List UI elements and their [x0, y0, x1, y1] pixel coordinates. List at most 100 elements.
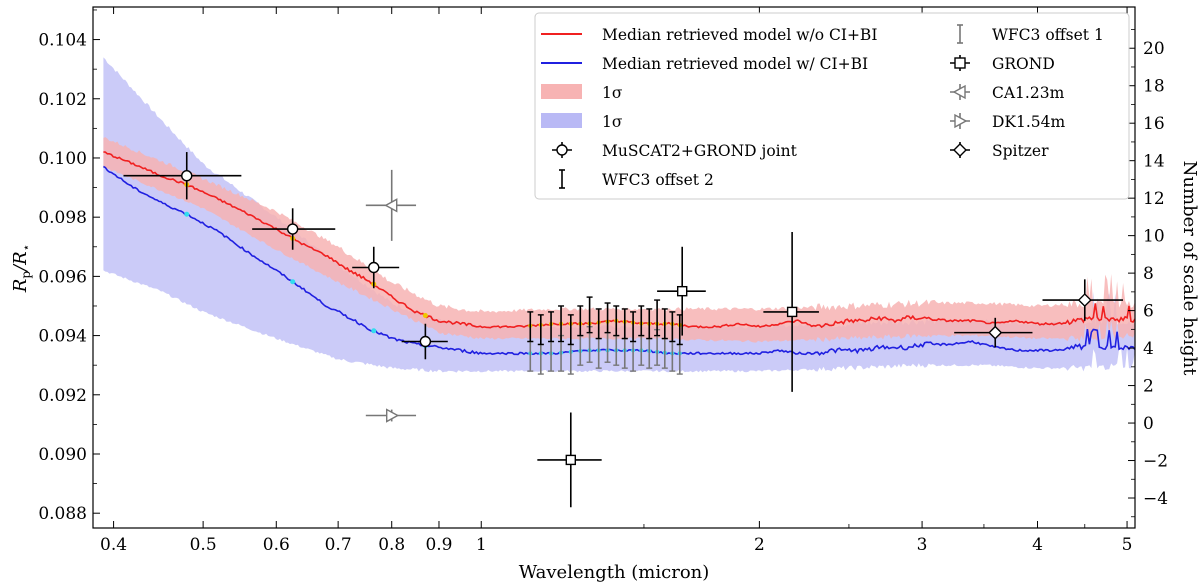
grond-marker-2	[786, 306, 798, 318]
y-tick-label-6: 0.100	[38, 149, 87, 169]
x-tick-label-6: 1	[476, 535, 487, 555]
dk154m-point-0	[365, 408, 417, 423]
y-tick-label-2: 0.092	[38, 386, 87, 406]
spitzer-marker-0	[988, 325, 1003, 340]
legend-label-wfc3-offset2: WFC3 offset 2	[602, 171, 714, 189]
grond-marker-0	[565, 454, 576, 466]
y-axis-label: Rp/R⋆	[10, 244, 33, 293]
grond-point-2	[763, 231, 819, 392]
y2-tick-label-6: 8	[1143, 264, 1154, 284]
y2-tick-label-1: −2	[1143, 452, 1168, 472]
y2-tick-label-12: 20	[1143, 39, 1165, 59]
legend-label-grond: GROND	[992, 55, 1055, 73]
muscat2-marker-0	[181, 170, 193, 182]
wfc3-offset2-point-12	[638, 305, 645, 337]
muscat2-marker-3	[419, 335, 432, 348]
x-tick-label-1: 0.5	[190, 535, 217, 555]
legend-patch-band-no-ci	[541, 84, 582, 99]
legend-label-ca123m: CA1.23m	[992, 84, 1065, 102]
wfc3-offset2-point-9	[613, 305, 620, 337]
y2-axis-label: Number of scale height	[1179, 161, 1200, 376]
y-tick-label-4: 0.096	[38, 267, 87, 287]
data-points	[123, 152, 1124, 508]
y-tick-label-7: 0.102	[38, 90, 87, 110]
wfc3-offset2-point-15	[661, 308, 668, 340]
y-tick-label-5: 0.098	[38, 208, 87, 228]
muscat2-point-2	[352, 246, 400, 289]
y2-tick-label-4: 4	[1143, 339, 1154, 359]
legend-label-ci: Median retrieved model w/ CI+BI	[602, 55, 868, 73]
wfc3-offset2-point-0	[527, 311, 534, 343]
legend-patch-band-ci	[541, 113, 582, 128]
legend-marker-muscat2	[552, 142, 572, 158]
wfc3-offset2-point-14	[654, 299, 661, 337]
legend-marker-ca123m	[950, 84, 970, 100]
wfc3-offset2-point-6	[586, 296, 593, 334]
spitzer-point-0	[954, 317, 1033, 348]
y-tick-label-3: 0.094	[38, 327, 87, 347]
x-tick-label-2: 0.6	[263, 535, 290, 555]
x-tick-label-7: 2	[754, 535, 765, 555]
wfc3-offset2-point-2	[548, 311, 555, 343]
grond-point-1	[657, 246, 706, 336]
wfc3-offset2-point-8	[604, 302, 611, 334]
x-tick-label-10: 5	[1122, 535, 1133, 555]
plot-frame	[92, 6, 1136, 529]
legend-label-wfc3-offset1: WFC3 offset 1	[992, 26, 1104, 44]
x-tick-label-3: 0.7	[325, 535, 352, 555]
x-axis-label: Wavelength (micron)	[519, 562, 710, 583]
band-no-ci	[103, 137, 1135, 343]
x-tick-label-5: 0.9	[425, 535, 452, 555]
muscat2-point-1	[252, 208, 336, 250]
x-tick-label-4: 0.8	[378, 535, 405, 555]
legend-label-band-ci: 1σ	[602, 113, 623, 131]
y-tick-label-8: 0.104	[38, 31, 87, 51]
x-axis: 0.4 0.5 0.6 0.7 0.8 0.9 1 2 3 4 5	[100, 7, 1132, 555]
wfc3-offset2-point-16	[669, 311, 676, 343]
x-tick-label-8: 3	[917, 535, 928, 555]
wfc3-offset2-point-1	[537, 314, 544, 346]
binned-ci-0	[184, 211, 190, 217]
wfc3-offset2-point-7	[595, 308, 602, 340]
legend-marker-wfc3-offset2	[559, 169, 565, 189]
y2-tick-label-10: 16	[1143, 114, 1165, 134]
y2-tick-label-5: 6	[1143, 302, 1154, 322]
wfc3-offset2-point-13	[646, 308, 653, 340]
muscat2-marker-2	[368, 261, 380, 274]
muscat2-point-3	[401, 323, 448, 360]
y-axis-left: 0.088 0.090 0.092 0.094 0.096 0.098 0.100 0.102…	[38, 9, 100, 524]
legend-label-band-no-ci: 1σ	[602, 84, 623, 102]
ca123m-marker-0	[384, 198, 398, 213]
legend-label-muscat2: MuSCAT2+GROND joint	[602, 142, 798, 160]
wfc3-offset2-point-3	[558, 305, 565, 343]
wfc3-offset2-point-11	[630, 311, 637, 343]
legend-label-no-ci: Median retrieved model w/o CI+BI	[602, 26, 877, 44]
wfc3-offset2-point-4	[567, 314, 574, 346]
y2-tick-label-3: 2	[1143, 377, 1154, 397]
y-tick-label-0: 0.088	[38, 504, 87, 524]
legend-label-spitzer: Spitzer	[992, 142, 1049, 160]
y2-tick-label-2: 0	[1143, 414, 1154, 434]
binned-ci-2	[371, 328, 377, 334]
line-model-ci	[103, 165, 1135, 357]
ca123m-point-0	[365, 169, 417, 241]
grond-marker-1	[676, 285, 688, 297]
binned-ci-1	[290, 279, 296, 285]
muscat2-point-0	[123, 152, 242, 200]
muscat2-marker-1	[286, 223, 299, 235]
wfc3-offset2-point-5	[577, 305, 584, 337]
y2-tick-label-11: 18	[1143, 77, 1165, 97]
y-axis-right: −4 −2 0 2 4 6 8 10 12 14 16 18 20	[1128, 29, 1168, 518]
y2-tick-label-7: 10	[1143, 227, 1165, 247]
y2-tick-label-0: −4	[1143, 489, 1168, 509]
x-tick-label-9: 4	[1032, 535, 1043, 555]
spitzer-point-1	[1042, 279, 1124, 321]
dk154m-marker-0	[386, 408, 400, 423]
legend-box	[534, 12, 1130, 200]
legend-marker-grond	[950, 55, 970, 71]
y-tick-label-1: 0.090	[38, 445, 87, 465]
y2-tick-label-8: 12	[1143, 189, 1165, 209]
binned-no-ci-3	[422, 313, 428, 319]
legend-marker-spitzer	[950, 142, 970, 158]
